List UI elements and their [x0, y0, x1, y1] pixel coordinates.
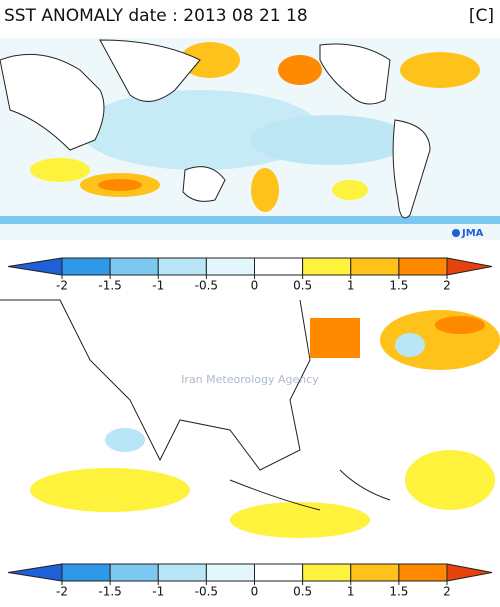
- colorbar-label: 0: [251, 279, 259, 293]
- colorbar-segment: [350, 257, 400, 276]
- title: SST ANOMALY date : 2013 08 21 18: [4, 6, 308, 26]
- colorbar-segment: [61, 563, 111, 582]
- colorbar-segment: [109, 257, 159, 276]
- colorbar-arrow: [446, 563, 493, 582]
- colorbar-segment: [157, 563, 207, 582]
- colorbar-segment: [254, 563, 304, 582]
- colorbar-arrow: [7, 563, 63, 582]
- colorbar-label: 1.5: [389, 279, 408, 293]
- colorbar-segment: [254, 257, 304, 276]
- colorbar-segment: [398, 563, 448, 582]
- colorbar-segment: [157, 257, 207, 276]
- colorbar-label: -0.5: [195, 585, 218, 599]
- unit: [C]: [469, 6, 494, 26]
- colorbar-label: -1.5: [98, 279, 121, 293]
- colorbar-segment: [61, 257, 111, 276]
- colorbar-label: 1.5: [389, 585, 408, 599]
- colorbar-label: -1: [152, 279, 164, 293]
- colorbar-segment: [302, 563, 352, 582]
- colorbar-label: -2: [56, 279, 68, 293]
- colorbar-label: -0.5: [195, 279, 218, 293]
- colorbar-label: 1: [347, 279, 355, 293]
- colorbar-label: 2: [443, 279, 451, 293]
- colorbar-segment: [109, 563, 159, 582]
- colorbar-label: 0.5: [293, 585, 312, 599]
- colorbar-arrow: [7, 257, 63, 276]
- colorbar-label: -2: [56, 585, 68, 599]
- colorbar-label: 2: [443, 585, 451, 599]
- colorbar-segment: [302, 257, 352, 276]
- colorbar-label: 0: [251, 585, 259, 599]
- colorbar-label: -1.5: [98, 585, 121, 599]
- watermark: Iran Meteorology Agency: [181, 373, 319, 386]
- colorbar-label: -1: [152, 585, 164, 599]
- logo: JMA: [461, 228, 484, 239]
- colorbar-label: 1: [347, 585, 355, 599]
- colorbar-label: 0.5: [293, 279, 312, 293]
- colorbar-segment: [398, 257, 448, 276]
- colorbar-segment: [205, 563, 255, 582]
- colorbar-segment: [350, 563, 400, 582]
- world-map: JMA: [0, 38, 500, 240]
- colorbar-segment: [205, 257, 255, 276]
- colorbar-arrow: [446, 257, 493, 276]
- regional-map: Iran Meteorology Agency: [0, 298, 500, 556]
